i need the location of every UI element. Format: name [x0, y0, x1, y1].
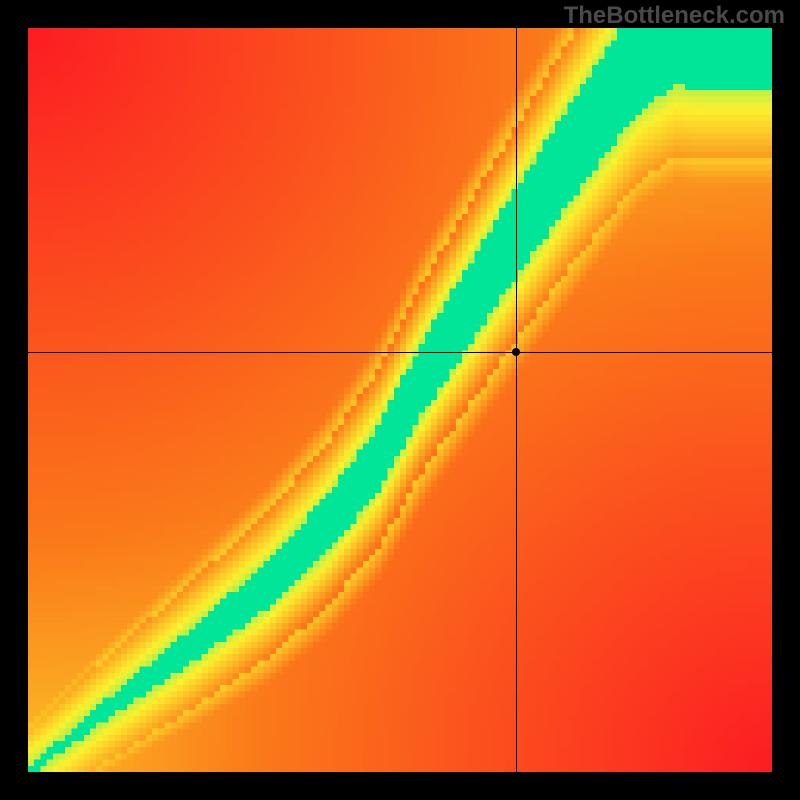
- crosshair-marker: [512, 348, 520, 356]
- heatmap-canvas: [28, 28, 772, 772]
- chart-container: TheBottleneck.com: [0, 0, 800, 800]
- crosshair-vertical: [516, 28, 517, 772]
- crosshair-horizontal: [28, 352, 772, 353]
- watermark-text: TheBottleneck.com: [564, 2, 785, 30]
